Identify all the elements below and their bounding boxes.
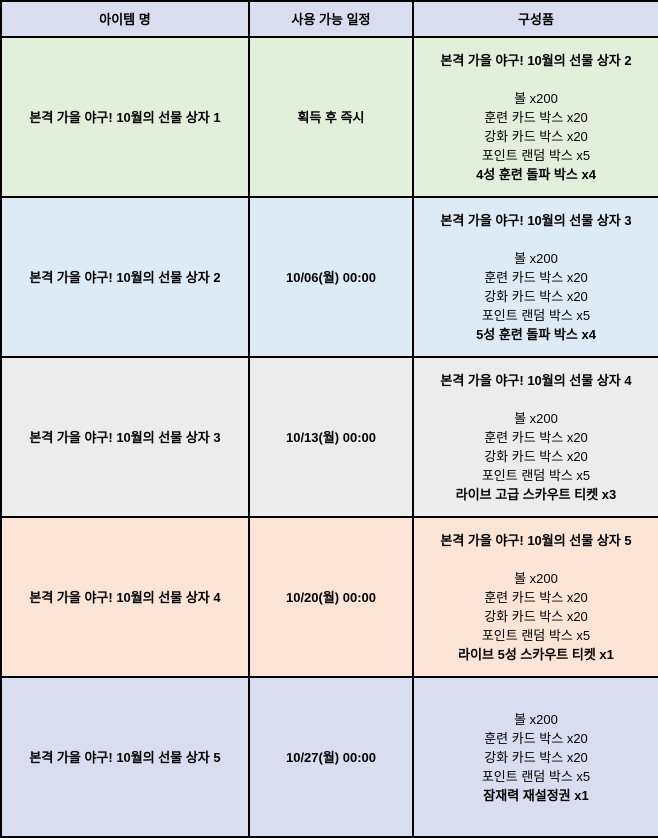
table-row: 본격 가을 야구! 10월의 선물 상자 1 획득 후 즉시 본격 가을 야구!… (0, 36, 658, 198)
item-name-cell: 본격 가을 야구! 10월의 선물 상자 4 (0, 516, 250, 678)
component-item: 훈련 카드 박스 x20 (484, 109, 588, 125)
components-cell: 본격 가을 야구! 10월의 선물 상자 4 볼 x200 훈련 카드 박스 x… (412, 356, 658, 518)
item-name-cell: 본격 가을 야구! 10월의 선물 상자 2 (0, 196, 250, 358)
component-item: 포인트 랜덤 박스 x5 (481, 768, 591, 784)
table-row: 본격 가을 야구! 10월의 선물 상자 4 10/20(월) 00:00 본격… (0, 516, 658, 678)
component-item: 강화 카드 박스 x20 (484, 448, 588, 464)
components-cell: 본격 가을 야구! 10월의 선물 상자 5 볼 x200 훈련 카드 박스 x… (412, 516, 658, 678)
component-item: 포인트 랜덤 박스 x5 (481, 627, 591, 643)
components-title: 본격 가을 야구! 10월의 선물 상자 4 (440, 372, 632, 388)
col-header-schedule: 사용 가능 일정 (248, 0, 414, 38)
components-cell: 본격 가을 야구! 10월의 선물 상자 3 볼 x200 훈련 카드 박스 x… (412, 196, 658, 358)
components-cell: 본격 가을 야구! 10월의 선물 상자 2 볼 x200 훈련 카드 박스 x… (412, 36, 658, 198)
col-header-components: 구성품 (412, 0, 658, 38)
component-item: 훈련 카드 박스 x20 (484, 730, 588, 746)
schedule-cell: 10/20(월) 00:00 (248, 516, 414, 678)
component-item: 강화 카드 박스 x20 (484, 128, 588, 144)
components-title: 본격 가을 야구! 10월의 선물 상자 3 (440, 212, 632, 228)
components-title: 본격 가을 야구! 10월의 선물 상자 5 (440, 532, 632, 548)
col-header-item-name: 아이템 명 (0, 0, 250, 38)
item-name-cell: 본격 가을 야구! 10월의 선물 상자 3 (0, 356, 250, 518)
component-item: 볼 x200 (514, 250, 558, 266)
component-item: 볼 x200 (514, 90, 558, 106)
component-item: 포인트 랜덤 박스 x5 (481, 467, 591, 483)
component-highlight: 라이브 5성 스카우트 티켓 x1 (458, 646, 614, 662)
component-highlight: 5성 훈련 돌파 박스 x4 (476, 326, 596, 342)
component-item: 훈련 카드 박스 x20 (484, 589, 588, 605)
component-highlight: 4성 훈련 돌파 박스 x4 (476, 166, 596, 182)
schedule-cell: 10/06(월) 00:00 (248, 196, 414, 358)
table-row: 본격 가을 야구! 10월의 선물 상자 5 10/27(월) 00:00 볼 … (0, 676, 658, 838)
table-row: 본격 가을 야구! 10월의 선물 상자 2 10/06(월) 00:00 본격… (0, 196, 658, 358)
schedule-cell: 획득 후 즉시 (248, 36, 414, 198)
component-item: 훈련 카드 박스 x20 (484, 429, 588, 445)
item-name-cell: 본격 가을 야구! 10월의 선물 상자 5 (0, 676, 250, 838)
schedule-cell: 10/27(월) 00:00 (248, 676, 414, 838)
components-title: 본격 가을 야구! 10월의 선물 상자 2 (440, 52, 632, 68)
component-item: 포인트 랜덤 박스 x5 (481, 307, 591, 323)
component-item: 볼 x200 (514, 711, 558, 727)
item-name-cell: 본격 가을 야구! 10월의 선물 상자 1 (0, 36, 250, 198)
table-row: 본격 가을 야구! 10월의 선물 상자 3 10/13(월) 00:00 본격… (0, 356, 658, 518)
component-item: 볼 x200 (514, 570, 558, 586)
component-item: 강화 카드 박스 x20 (484, 608, 588, 624)
component-item: 볼 x200 (514, 410, 558, 426)
schedule-cell: 10/13(월) 00:00 (248, 356, 414, 518)
component-item: 강화 카드 박스 x20 (484, 749, 588, 765)
header-row: 아이템 명 사용 가능 일정 구성품 (0, 0, 658, 38)
component-item: 포인트 랜덤 박스 x5 (481, 147, 591, 163)
component-highlight: 잠재력 재설정권 x1 (483, 787, 589, 803)
component-item: 강화 카드 박스 x20 (484, 288, 588, 304)
component-item: 훈련 카드 박스 x20 (484, 269, 588, 285)
components-cell: 볼 x200 훈련 카드 박스 x20 강화 카드 박스 x20 포인트 랜덤 … (412, 676, 658, 838)
component-highlight: 라이브 고급 스카우트 티켓 x3 (455, 486, 617, 502)
